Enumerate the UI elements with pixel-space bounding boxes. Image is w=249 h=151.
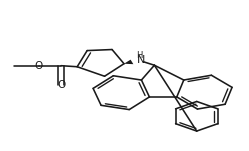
Polygon shape [124, 60, 133, 64]
Text: O: O [57, 80, 65, 90]
Text: H: H [136, 51, 142, 60]
Text: N: N [137, 55, 145, 65]
Text: O: O [34, 61, 43, 71]
